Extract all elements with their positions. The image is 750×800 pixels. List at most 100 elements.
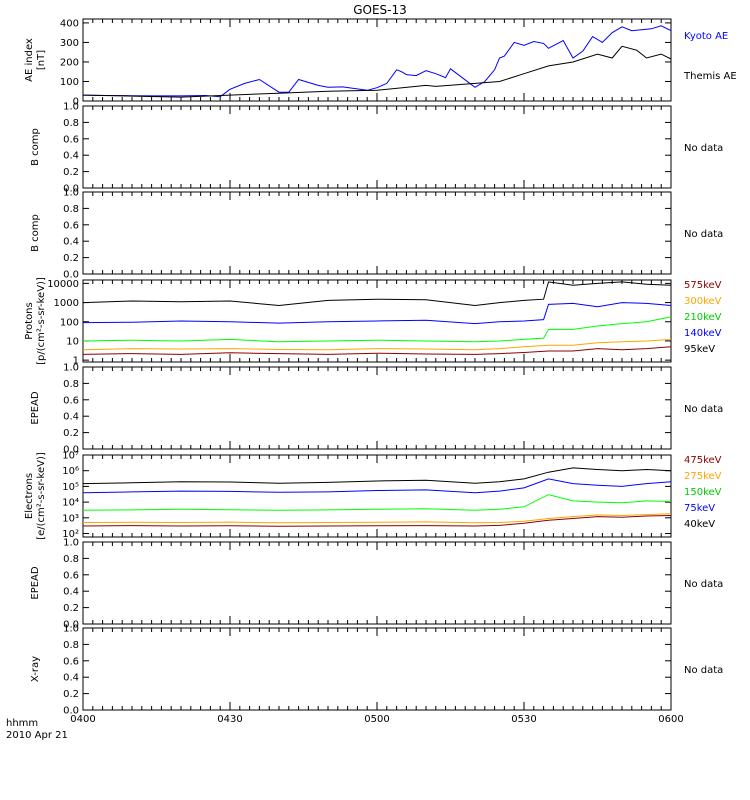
ytick-label: 0.0 — [63, 184, 79, 195]
panels-group: 0 100 200 300 400 AE index [nT] Kyoto AE Themis … — [24, 18, 737, 725]
panel-6: 0.0 0.2 0.4 0.6 0.8 1.0 EPEAD No data — [30, 538, 723, 631]
ytick-label: 0.2 — [63, 253, 79, 264]
legend-entry: Kyoto AE — [684, 31, 728, 42]
panel-frame — [82, 627, 672, 711]
legend-entry: 300keV — [684, 296, 722, 307]
panel-5: 10² 10³ 10⁴ 10⁵ 10⁶ 10⁷ Electrons [e/(cm²-s-sr-… — [24, 451, 722, 541]
ytick-label: 0.8 — [63, 204, 79, 215]
ytick-label: 10 — [66, 336, 79, 347]
ylabel-line: [e/(cm²-s-sr-keV)] — [36, 452, 47, 540]
ylabel-line: EPEAD — [30, 391, 41, 425]
ylabel-line: AE index — [24, 38, 35, 82]
series-line-300kev — [82, 338, 672, 351]
footer-date-label: 2010 Apr 21 — [6, 730, 68, 741]
ytick-label: 1.0 — [63, 102, 79, 113]
panel-frame — [82, 105, 672, 189]
series-line-40kev — [82, 467, 672, 485]
ytick-label: 0.6 — [63, 656, 79, 667]
ytick-label: 10⁷ — [62, 451, 79, 462]
ytick-label: 0.2 — [63, 428, 79, 439]
ytick-label: 0.0 — [63, 706, 79, 717]
footer-time-label: hhmm — [6, 718, 38, 729]
series-line-75kev — [82, 478, 672, 494]
ytick-label: 1.0 — [63, 538, 79, 549]
panel-frame — [82, 366, 672, 450]
xtick-label: 0530 — [511, 714, 536, 725]
ylabel-line: X-ray — [30, 656, 41, 682]
ytick-label: 0.2 — [63, 689, 79, 700]
ytick-label: 1.0 — [63, 188, 79, 199]
legend-entry: 575keV — [684, 280, 722, 291]
ytick-label: 0.6 — [63, 220, 79, 231]
ytick-label: 1000 — [54, 298, 79, 309]
ytick-label: 0.8 — [63, 640, 79, 651]
panel-frame — [82, 454, 672, 538]
panel-frame — [82, 191, 672, 275]
ylabel: B comp — [30, 214, 41, 252]
ylabel: B comp — [30, 128, 41, 166]
panel-7: 0.0 0.2 0.4 0.6 0.8 1.0 X-ray No data — [30, 624, 723, 717]
legend-entry: 40keV — [684, 519, 715, 530]
no-data-note: No data — [684, 229, 723, 240]
ytick-label: 10⁵ — [62, 482, 79, 493]
series-line-themis-ae — [82, 45, 672, 98]
ytick-label: 10⁴ — [62, 498, 79, 509]
panel-4: 0.0 0.2 0.4 0.6 0.8 1.0 EPEAD No data — [30, 363, 723, 456]
ytick-label: 0 — [73, 97, 79, 108]
ytick-label: 0.4 — [63, 151, 79, 162]
legend-entry: 95keV — [684, 344, 715, 355]
no-data-note: No data — [684, 404, 723, 415]
legend-entry: Themis AE — [683, 71, 737, 82]
ytick-label: 0.2 — [63, 603, 79, 614]
ytick-label: 0.8 — [63, 379, 79, 390]
legend-entry: 150keV — [684, 487, 722, 498]
panel-frame — [82, 18, 672, 102]
ytick-label: 0.0 — [63, 620, 79, 631]
legend-entry: 475keV — [684, 455, 722, 466]
no-data-note: No data — [684, 143, 723, 154]
ytick-label: 10⁶ — [62, 466, 79, 477]
panel-frame — [82, 541, 672, 625]
no-data-note: No data — [684, 579, 723, 590]
legend-entry: 275keV — [684, 471, 722, 482]
ylabel-line: [p/(cm²-s-sr-keV)] — [36, 277, 47, 365]
ytick-label: 100 — [60, 317, 79, 328]
xtick-label: 0430 — [217, 714, 242, 725]
series-line-140kev — [82, 302, 672, 325]
ylabel-line: B comp — [30, 128, 41, 166]
series-line-150kev — [82, 494, 672, 511]
legend-entry: 75keV — [684, 503, 715, 514]
xtick-label: 0600 — [658, 714, 683, 725]
ytick-label: 0.4 — [63, 237, 79, 248]
ytick-label: 10² — [62, 529, 79, 540]
ytick-label: 0.8 — [63, 554, 79, 565]
legend-entry: 210keV — [684, 312, 722, 323]
xtick-label: 0400 — [70, 714, 95, 725]
xtick-label: 0500 — [364, 714, 389, 725]
ytick-label: 200 — [60, 57, 79, 68]
ytick-label: 1 — [73, 356, 79, 367]
series-line-210kev — [82, 316, 672, 343]
ytick-label: 0.2 — [63, 167, 79, 178]
ytick-label: 0.0 — [63, 445, 79, 456]
ytick-label: 0.6 — [63, 395, 79, 406]
ytick-label: 0.4 — [63, 587, 79, 598]
ytick-label: 0.6 — [63, 570, 79, 581]
ylabel-line: EPEAD — [30, 566, 41, 600]
panel-0: 0 100 200 300 400 AE index [nT] Kyoto AE Themis … — [24, 18, 737, 107]
ylabel-line: Electrons — [24, 473, 35, 519]
ytick-label: 0.4 — [63, 412, 79, 423]
ytick-label: 300 — [60, 38, 79, 49]
panel-2: 0.0 0.2 0.4 0.6 0.8 1.0 B comp No data — [30, 188, 723, 281]
ytick-label: 10000 — [47, 279, 79, 290]
series-line-275kev — [82, 513, 672, 524]
ylabel: AE index [nT] — [24, 38, 47, 82]
panel-1: 0.0 0.2 0.4 0.6 0.8 1.0 B comp No data — [30, 102, 723, 195]
ylabel-line: B comp — [30, 214, 41, 252]
ytick-label: 10³ — [62, 513, 79, 524]
ylabel-line: Protons — [24, 302, 35, 339]
ylabel: Protons [p/(cm²-s-sr-keV)] — [24, 277, 47, 365]
no-data-note: No data — [684, 665, 723, 676]
